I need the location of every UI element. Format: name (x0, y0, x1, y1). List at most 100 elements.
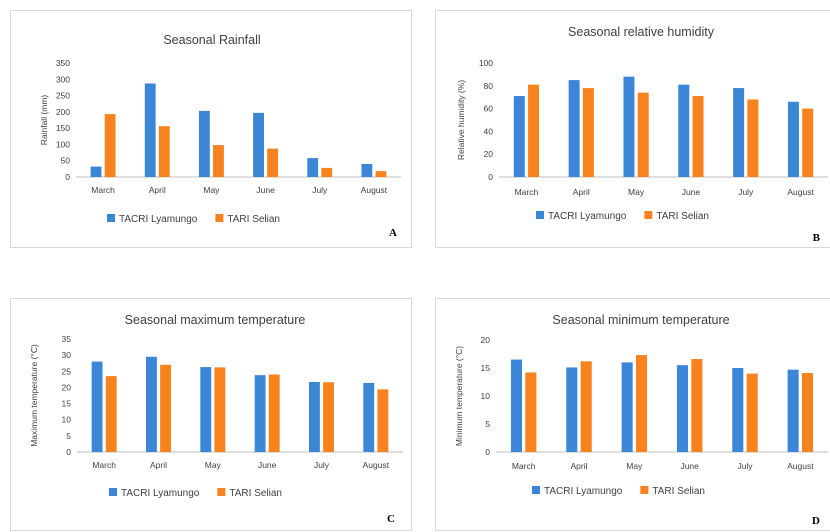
panel-label: D (812, 515, 820, 527)
y-tick-label: 0 (65, 172, 70, 182)
category-label: May (203, 185, 220, 195)
bar-tacri-lyamungo (732, 368, 744, 452)
category-label: August (361, 185, 388, 195)
legend-label: TACRI Lyamungo (548, 211, 627, 222)
y-axis-label: Maximum temperature (°C) (29, 344, 39, 447)
chart-title: Seasonal relative humidity (568, 25, 715, 39)
bar-tacri-lyamungo (787, 369, 799, 452)
y-tick-label: 300 (56, 74, 70, 84)
category-label: August (363, 460, 390, 470)
y-tick-label: 80 (484, 81, 494, 91)
legend-label: TARI Selian (656, 211, 709, 222)
category-label: July (737, 461, 753, 471)
y-tick-label: 20 (484, 149, 494, 159)
bar-tari-selian (158, 126, 170, 177)
category-label: May (628, 187, 645, 197)
category-label: July (312, 185, 328, 195)
y-tick-label: 100 (56, 139, 70, 149)
y-tick-label: 35 (62, 334, 72, 344)
bar-tari-selian (105, 376, 117, 452)
chart-title: Seasonal maximum temperature (125, 313, 306, 327)
bar-tacri-lyamungo (90, 166, 102, 177)
bar-tari-selian (528, 84, 540, 177)
legend-swatch (217, 488, 226, 496)
chart-title: Seasonal minimum temperature (552, 313, 729, 327)
y-tick-label: 10 (62, 415, 72, 425)
legend-label: TACRI Lyamungo (119, 214, 198, 225)
y-tick-label: 15 (481, 363, 491, 373)
bar-tari-selian (802, 108, 814, 177)
category-label: July (738, 187, 754, 197)
bar-tari-selian (747, 99, 759, 177)
y-tick-label: 5 (485, 419, 490, 429)
legend-label: TACRI Lyamungo (121, 488, 200, 499)
category-label: March (515, 187, 539, 197)
max-temperature-chart: Seasonal maximum temperature 0 5 10 15 20 25 30… (29, 313, 403, 525)
legend-swatch (109, 488, 117, 496)
category-label: June (258, 460, 277, 470)
max-temperature-chart-panel: Seasonal maximum temperature 0 5 10 15 20 25 30… (10, 298, 412, 531)
panel-label: B (813, 232, 821, 244)
bar-tacri-lyamungo (253, 112, 264, 177)
y-tick-label: 40 (484, 126, 494, 136)
bar-tacri-lyamungo (676, 365, 689, 452)
y-tick-label: 250 (56, 91, 70, 101)
legend-swatch (215, 214, 224, 222)
y-tick-label: 10 (481, 391, 491, 401)
category-label: June (680, 461, 699, 471)
legend-label: TARI Selian (229, 488, 282, 499)
bar-tari-selian (746, 373, 758, 452)
bar-tacri-lyamungo (146, 356, 157, 452)
humidity-chart: Seasonal relative humidity 0 20 40 60 80 100 Re… (456, 25, 828, 244)
bar-tacri-lyamungo (513, 96, 525, 177)
bar-tari-selian (580, 361, 592, 452)
y-tick-label: 20 (62, 382, 72, 392)
legend-label: TARI Selian (227, 214, 280, 225)
rainfall-chart-panel: Seasonal Rainfall 0 50 100 150 200 250 300 350 Ra… (10, 10, 412, 248)
rainfall-chart: Seasonal Rainfall 0 50 100 150 200 250 300 350 Ra… (39, 33, 401, 239)
bar-tacri-lyamungo (568, 80, 580, 177)
panel-label: A (389, 227, 397, 239)
bar-tari-selian (323, 382, 334, 452)
bar-tari-selian (635, 355, 648, 452)
bar-tacri-lyamungo (361, 163, 373, 177)
category-label: August (787, 461, 814, 471)
min-temperature-chart-panel: Seasonal minimum temperature 0 5 10 15 20 Mini… (435, 298, 830, 531)
y-tick-label: 30 (62, 350, 72, 360)
bar-tari-selian (582, 88, 594, 177)
y-tick-label: 25 (62, 366, 72, 376)
legend-swatch (532, 486, 540, 494)
bar-tacri-lyamungo (621, 362, 633, 452)
bar-tari-selian (214, 367, 226, 452)
category-label: August (787, 187, 814, 197)
legend-swatch (644, 211, 653, 219)
category-label: March (91, 185, 115, 195)
humidity-chart-panel: Seasonal relative humidity 0 20 40 60 80 100 Re… (435, 10, 830, 248)
panel-label: C (387, 513, 395, 525)
y-tick-label: 5 (66, 431, 71, 441)
bar-tacri-lyamungo (309, 381, 320, 452)
y-axis-label: Rainfall (mm) (39, 95, 49, 146)
y-tick-label: 100 (479, 58, 493, 68)
bar-tacri-lyamungo (198, 110, 210, 177)
bar-tacri-lyamungo (307, 158, 319, 177)
legend-swatch (107, 214, 115, 222)
category-label: March (92, 460, 116, 470)
y-tick-label: 20 (481, 335, 491, 345)
y-tick-label: 200 (56, 107, 70, 117)
legend-label: TARI Selian (652, 486, 705, 497)
y-axis-label: Minimum temperature (°C) (454, 346, 464, 446)
bar-tacri-lyamungo (363, 382, 375, 452)
y-axis-label: Relative humidity (%) (456, 80, 466, 160)
legend-swatch (640, 486, 649, 494)
bar-tari-selian (267, 148, 279, 177)
category-label: April (150, 460, 167, 470)
y-tick-label: 150 (56, 123, 70, 133)
bar-tacri-lyamungo (678, 84, 690, 177)
bar-tari-selian (525, 372, 537, 452)
y-tick-label: 350 (56, 58, 70, 68)
bar-tari-selian (104, 114, 116, 177)
bar-tari-selian (268, 374, 280, 452)
bar-tacri-lyamungo (510, 359, 523, 452)
chart-title: Seasonal Rainfall (163, 33, 260, 47)
